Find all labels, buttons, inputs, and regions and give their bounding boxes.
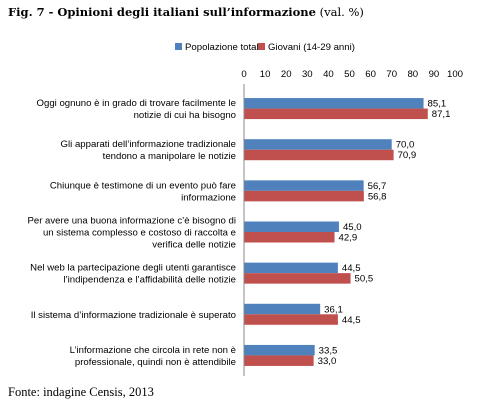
data-label-totale-1: 85,1 bbox=[428, 99, 447, 110]
legend-swatch-2 bbox=[258, 43, 265, 50]
x-tick-label-80: 80 bbox=[407, 69, 418, 80]
bar-chart: Popolazione totale Giovani (14-29 anni) 0 1… bbox=[27, 42, 463, 376]
x-tick-label-20: 20 bbox=[281, 69, 292, 80]
data-label-giovani-6: 44,5 bbox=[342, 315, 361, 326]
data-label-giovani-4: 42,9 bbox=[339, 233, 358, 244]
data-label-totale-3: 56,7 bbox=[368, 181, 387, 192]
x-tick-label-10: 10 bbox=[260, 69, 271, 80]
figure-title: Fig. 7 - Opinioni degli italiani sull’in… bbox=[8, 5, 364, 19]
source-note: Fonte: indagine Censis, 2013 bbox=[8, 385, 154, 399]
data-label-giovani-1: 87,1 bbox=[432, 109, 451, 120]
bar-totale-4 bbox=[244, 221, 339, 232]
category-label-7-line-2: professionale, quindi non è attendibile bbox=[75, 357, 236, 368]
x-tick-label-30: 30 bbox=[302, 69, 313, 80]
data-label-giovani-5: 50,5 bbox=[355, 274, 374, 285]
category-label-4-line-3: verifica delle notizie bbox=[152, 240, 236, 251]
x-tick-label-50: 50 bbox=[344, 69, 355, 80]
bar-giovani-5 bbox=[244, 273, 351, 284]
data-label-totale-7: 33,5 bbox=[319, 345, 338, 356]
bar-totale-5 bbox=[244, 262, 338, 274]
data-label-totale-6: 36,1 bbox=[324, 304, 343, 315]
bar-giovani-2 bbox=[244, 149, 394, 161]
legend-label-1: Popolazione totale bbox=[185, 42, 264, 53]
data-label-totale-5: 44,5 bbox=[342, 263, 361, 274]
x-tick-label-40: 40 bbox=[323, 69, 334, 80]
figure-title-main: Fig. 7 - Opinioni degli italiani sull’in… bbox=[8, 5, 316, 19]
category-label-2-line-1: Gli apparati dell’informazione tradizion… bbox=[61, 139, 236, 150]
category-label-4-line-1: Per avere una buona informazione c’è bis… bbox=[27, 216, 236, 227]
x-tick-label-90: 90 bbox=[429, 69, 440, 80]
data-label-giovani-2: 70,9 bbox=[398, 150, 417, 161]
category-label-1-line-2: notizie di cui ha bisogno bbox=[134, 110, 236, 121]
x-tick-label-70: 70 bbox=[386, 69, 397, 80]
bar-totale-2 bbox=[244, 139, 392, 150]
bar-totale-3 bbox=[244, 180, 364, 191]
category-label-6-line-1: Il sistema d’informazione tradizionale è… bbox=[31, 310, 236, 321]
x-tick-label-60: 60 bbox=[365, 69, 376, 80]
bar-totale-7 bbox=[244, 344, 315, 356]
legend-swatch-1 bbox=[175, 43, 182, 50]
bar-giovani-7 bbox=[244, 355, 314, 366]
category-label-3-line-1: Chiunque è testimone di un evento può fa… bbox=[50, 180, 236, 191]
data-label-totale-4: 45,0 bbox=[343, 222, 362, 233]
bar-giovani-1 bbox=[244, 108, 428, 120]
bar-totale-6 bbox=[244, 303, 321, 315]
category-label-1-line-1: Oggi ognuno è in grado di trovare facilm… bbox=[37, 98, 236, 109]
data-label-giovani-3: 56,8 bbox=[368, 191, 387, 202]
bar-giovani-4 bbox=[244, 232, 335, 243]
category-label-5-line-1: Nel web la partecipazione degli utenti g… bbox=[30, 263, 236, 274]
bar-giovani-3 bbox=[244, 190, 364, 202]
data-label-giovani-7: 33,0 bbox=[318, 356, 337, 367]
category-label-3-line-2: informazione bbox=[181, 192, 236, 203]
category-label-7-line-1: L’informazione che circola in rete non è bbox=[70, 345, 236, 356]
category-label-5-line-2: l’indipendenza e l’affidabilità delle no… bbox=[63, 275, 236, 286]
category-label-4-line-2: un sistema complesso e costoso di raccol… bbox=[43, 228, 236, 239]
category-label-2-line-2: tendono a manipolare le notizie bbox=[103, 151, 236, 162]
bar-totale-1 bbox=[244, 98, 424, 109]
figure-title-unit: (val. %) bbox=[315, 5, 364, 19]
x-tick-label-100: 100 bbox=[447, 69, 463, 80]
legend-label-2: Giovani (14-29 anni) bbox=[268, 42, 355, 53]
bar-giovani-6 bbox=[244, 314, 338, 325]
x-tick-label-0: 0 bbox=[241, 69, 246, 80]
data-label-totale-2: 70,0 bbox=[396, 140, 415, 151]
